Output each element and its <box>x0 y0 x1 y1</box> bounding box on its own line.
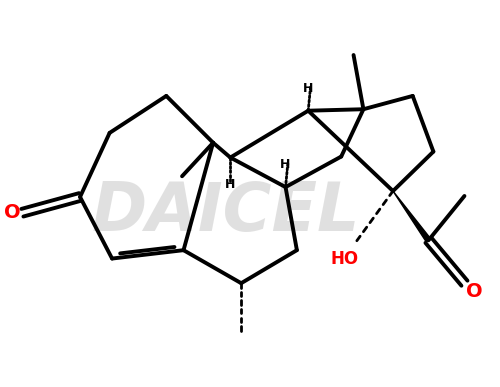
Text: H: H <box>280 158 290 171</box>
Polygon shape <box>393 191 430 242</box>
Text: O: O <box>4 203 21 222</box>
Text: H: H <box>225 178 235 191</box>
Text: O: O <box>466 282 482 301</box>
Text: H: H <box>303 82 314 95</box>
Text: HO: HO <box>330 250 359 267</box>
Text: DAICEL: DAICEL <box>91 179 359 245</box>
